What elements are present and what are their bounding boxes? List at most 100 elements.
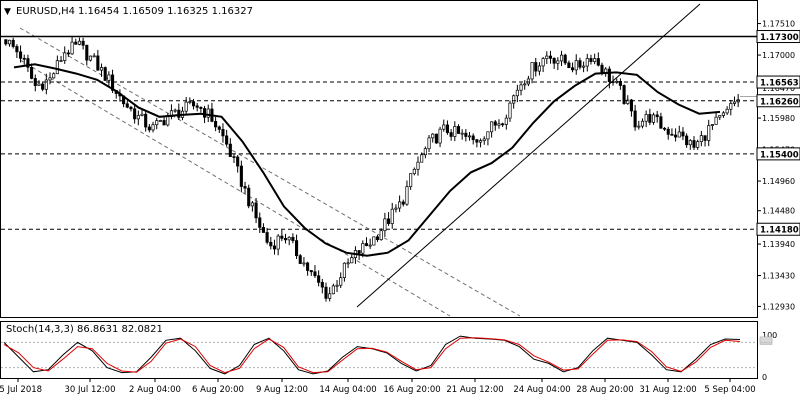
- candle-down: [434, 133, 438, 144]
- candle-up: [427, 137, 431, 150]
- candle-up: [63, 52, 67, 61]
- candle-up: [467, 135, 472, 138]
- stoch-y-tick-label: 100: [762, 331, 777, 340]
- candle-down: [203, 108, 207, 118]
- candle-up: [519, 84, 523, 91]
- level-label-box: [756, 75, 800, 89]
- candle-up: [346, 262, 350, 265]
- candle-up: [59, 60, 63, 62]
- candle-down: [456, 126, 461, 134]
- candle-up: [37, 83, 41, 86]
- candle-down: [375, 236, 380, 240]
- candle-up: [350, 257, 354, 264]
- candle-up: [725, 108, 729, 114]
- x-tick-label: 25 Jul 2018: [0, 385, 42, 395]
- level-label: 1.14180: [760, 226, 799, 236]
- candle-down: [313, 271, 317, 277]
- y-tick-label: 1.15980: [762, 114, 795, 123]
- candle-up: [556, 60, 560, 64]
- candle-down: [272, 245, 277, 250]
- candle-up: [438, 128, 442, 144]
- channel-upper-line: [19, 27, 521, 317]
- candle-down: [306, 262, 310, 271]
- candle-up: [420, 154, 424, 163]
- level-label: 1.15400: [760, 150, 799, 160]
- candle-down: [493, 121, 497, 126]
- level-label: 1.17300: [760, 33, 799, 43]
- candle-up: [699, 135, 703, 143]
- y-tick-label: 1.12930: [762, 302, 795, 311]
- candle-down: [111, 74, 115, 91]
- level-label-box: [756, 147, 800, 161]
- collapse-triangle-icon[interactable]: ▼: [4, 7, 11, 17]
- candle-up: [287, 236, 291, 241]
- candle-up: [166, 116, 170, 126]
- candle-up: [585, 58, 589, 67]
- candle-up: [626, 99, 630, 104]
- candle-down: [622, 85, 626, 104]
- candle-up: [559, 54, 564, 62]
- candle-down: [629, 99, 633, 112]
- candle-down: [239, 165, 243, 187]
- candle-down: [177, 109, 181, 118]
- level-label: 1.16260: [760, 97, 799, 107]
- candle-up: [151, 124, 155, 131]
- candle-down: [261, 227, 265, 233]
- candle-down: [283, 238, 288, 241]
- candle-down: [258, 217, 262, 228]
- candle-up: [276, 235, 280, 250]
- candle-up: [379, 230, 383, 240]
- candle-up: [545, 55, 549, 59]
- candle-up: [7, 39, 12, 45]
- candle-down: [4, 39, 8, 45]
- candle-up: [302, 262, 306, 265]
- candle-down: [534, 62, 538, 72]
- candle-up: [523, 83, 527, 86]
- candle-up: [688, 140, 692, 146]
- candle-down: [648, 114, 652, 123]
- candle-down: [320, 282, 324, 288]
- candle-up: [416, 161, 420, 170]
- x-tick-label: 5 Sep 04:00: [704, 385, 755, 395]
- x-tick-label: 6 Aug 20:00: [192, 385, 244, 395]
- candle-down: [265, 232, 269, 243]
- candle-down: [670, 133, 674, 136]
- candle-up: [497, 123, 501, 126]
- candle-up: [490, 121, 494, 133]
- y-tick-label: 1.17000: [762, 51, 795, 60]
- candle-down: [22, 57, 26, 60]
- x-tick-label: 24 Aug 04:00: [513, 385, 570, 395]
- candle-down: [578, 60, 582, 68]
- candle-up: [732, 101, 737, 104]
- candle-down: [475, 139, 479, 143]
- candle-down: [41, 83, 45, 90]
- candle-down: [589, 58, 593, 62]
- candle-down: [221, 129, 225, 137]
- candle-up: [508, 102, 512, 119]
- candle-up: [331, 285, 335, 295]
- y-tick-label: 1.13430: [762, 272, 795, 281]
- candle-up: [48, 77, 52, 81]
- candle-down: [30, 66, 34, 79]
- candle-down: [501, 123, 505, 126]
- candle-down: [401, 201, 405, 205]
- candle-up: [383, 218, 387, 232]
- candle-up: [582, 65, 586, 68]
- candle-up: [342, 262, 346, 279]
- candle-down: [633, 110, 637, 128]
- candle-down: [96, 55, 100, 71]
- level-label: 1.16563: [760, 79, 799, 89]
- rising-trendline: [356, 3, 701, 308]
- candle-up: [696, 141, 700, 148]
- x-tick-label: 14 Aug 04:00: [319, 385, 376, 395]
- candle-down: [254, 202, 258, 219]
- candle-down: [655, 114, 659, 118]
- candle-up: [140, 113, 144, 116]
- candle-up: [530, 62, 534, 80]
- candle-down: [144, 113, 148, 128]
- candle-up: [486, 131, 490, 140]
- candle-down: [596, 58, 600, 66]
- x-tick-label: 31 Aug 12:00: [639, 385, 696, 395]
